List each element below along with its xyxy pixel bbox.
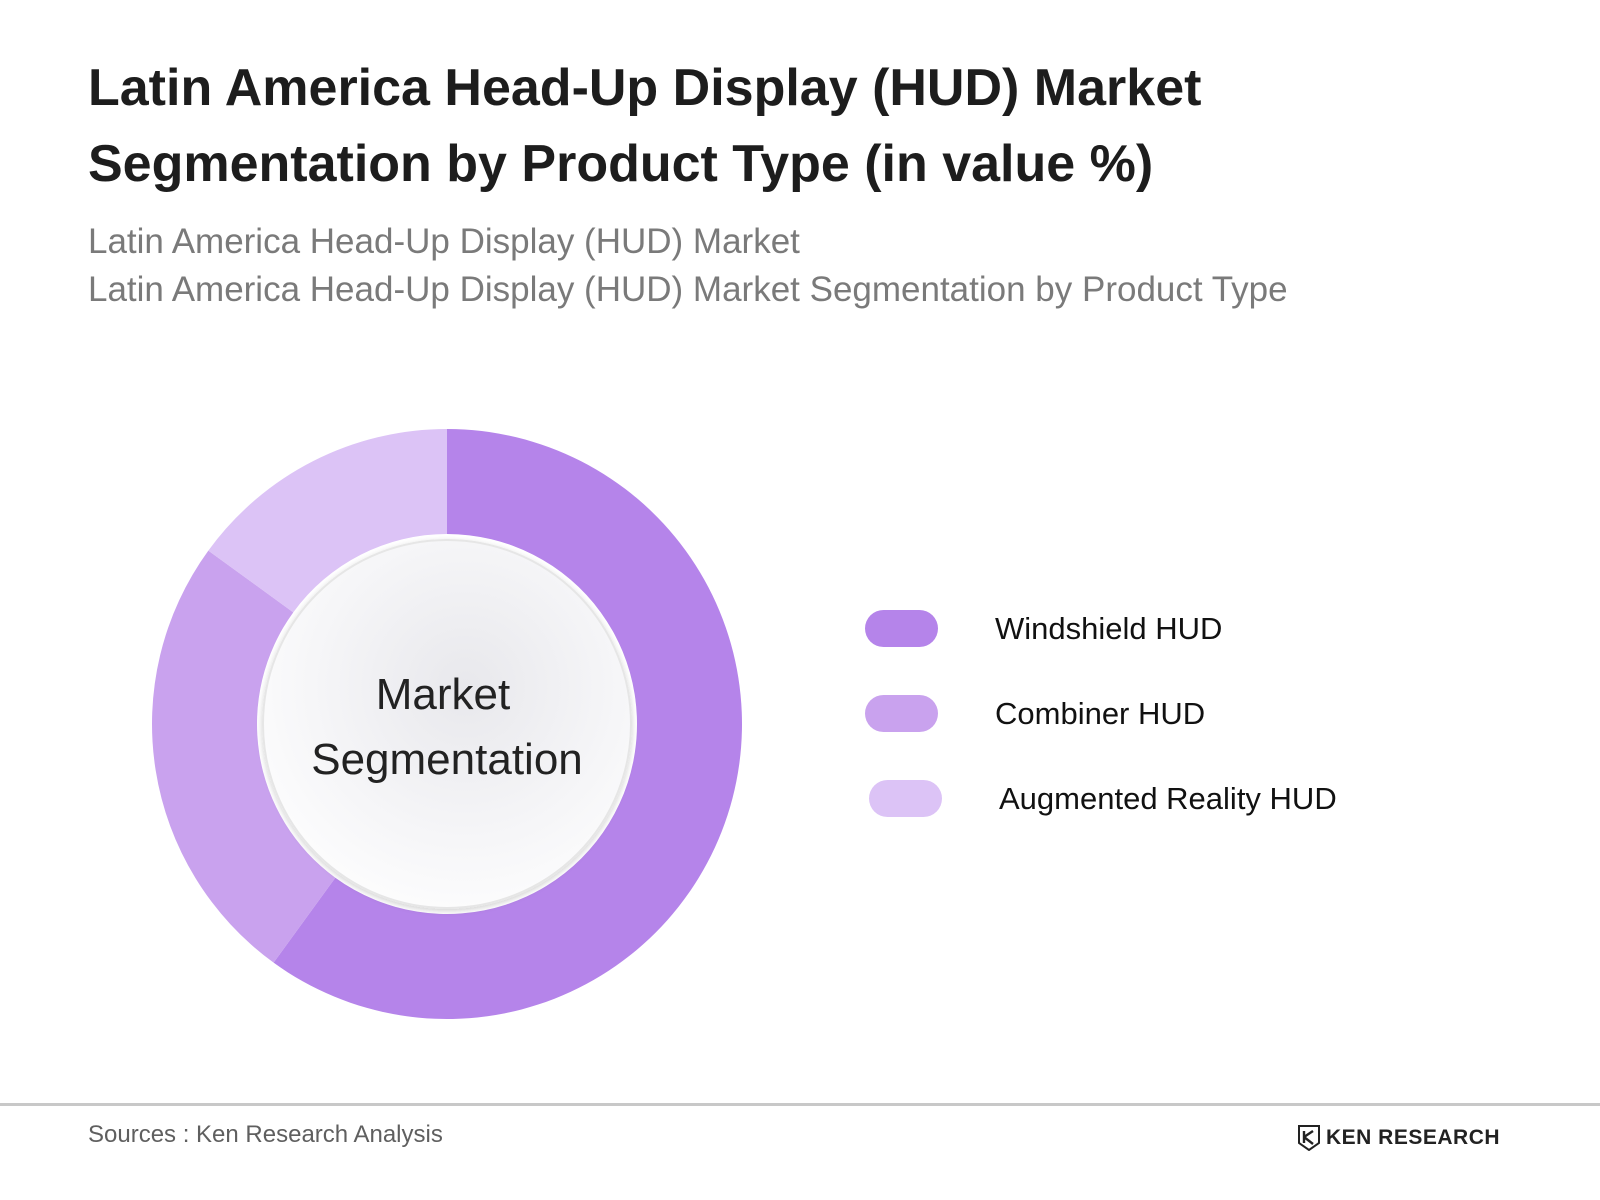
brand-logo: KEN RESEARCH: [1298, 1124, 1500, 1152]
donut-slice-combiner-hud: [151, 550, 336, 963]
chart-subtitle: Latin America Head-Up Display (HUD) Mark…: [88, 218, 1538, 314]
legend-swatch: [865, 610, 938, 647]
legend-item: Windshield HUD: [865, 610, 1222, 647]
chart-title: Latin America Head-Up Display (HUD) Mark…: [88, 50, 1388, 202]
legend-label: Augmented Reality HUD: [999, 781, 1337, 816]
footer-divider: [0, 1103, 1600, 1106]
center-label-line-1: Market: [376, 670, 510, 719]
donut-slice-windshield-hud: [273, 429, 742, 1020]
legend-swatch: [869, 780, 942, 817]
donut-center: [262, 539, 632, 909]
legend-label: Combiner HUD: [995, 696, 1205, 731]
source-note: Sources : Ken Research Analysis: [88, 1121, 443, 1148]
donut-slices: [151, 429, 742, 1020]
chart-subtitle-line-1: Latin America Head-Up Display (HUD) Mark…: [88, 222, 800, 261]
legend-item: Augmented Reality HUD: [869, 780, 1337, 817]
legend-item: Combiner HUD: [865, 695, 1205, 732]
legend-swatch: [865, 695, 938, 732]
chart-title-line-1: Latin America Head-Up Display (HUD) Mark…: [88, 59, 1202, 117]
legend-label: Windshield HUD: [995, 611, 1222, 646]
donut-chart: Market Segmentation Windshield HUD Combin…: [151, 429, 1337, 1020]
donut-slice-augmented-reality-hud: [208, 429, 447, 613]
center-label-line-2: Segmentation: [311, 735, 583, 784]
legend: Windshield HUD Combiner HUD Augmented Real…: [865, 610, 1337, 817]
ken-research-k-logo-icon: [1298, 1125, 1320, 1151]
brand-name: KEN RESEARCH: [1326, 1126, 1501, 1149]
chart-title-line-2: Segmentation by Product Type (in value %…: [88, 135, 1154, 193]
chart-subtitle-line-2: Latin America Head-Up Display (HUD) Mark…: [88, 270, 1288, 309]
